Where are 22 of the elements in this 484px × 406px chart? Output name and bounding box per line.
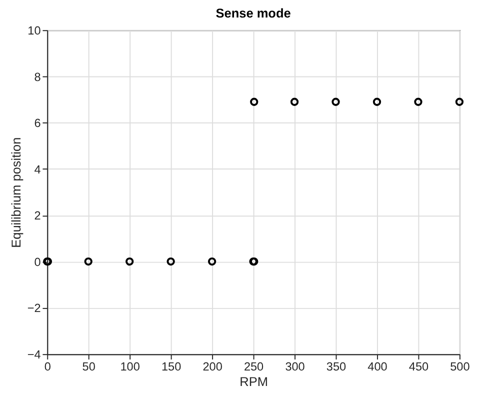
x-tick-label: 500 bbox=[450, 360, 470, 374]
x-tick-label: 150 bbox=[161, 360, 182, 374]
y-tick-label: 0 bbox=[34, 256, 42, 269]
y-axis-title: Equilibrium position bbox=[8, 137, 24, 248]
x-tick-label: 450 bbox=[408, 360, 429, 374]
x-tick-label: 400 bbox=[368, 360, 388, 374]
x-axis-title: RPM bbox=[240, 374, 268, 390]
y-tick-label: −2 bbox=[27, 302, 41, 316]
chart-title: Sense mode bbox=[216, 5, 291, 20]
x-tick-label: 50 bbox=[82, 360, 96, 374]
x-tick-label: 250 bbox=[244, 360, 264, 374]
y-tick-label: 8 bbox=[34, 70, 42, 84]
x-tick-label: 200 bbox=[202, 360, 223, 374]
x-tick-label: 350 bbox=[326, 360, 347, 374]
x-tick-label: 300 bbox=[285, 360, 306, 374]
x-tick-label: 100 bbox=[120, 360, 140, 374]
y-tick-label: −4 bbox=[27, 348, 42, 362]
x-tick-label: 0 bbox=[44, 360, 52, 374]
y-tick-label: 10 bbox=[28, 24, 42, 38]
y-tick-label: 2 bbox=[34, 210, 41, 223]
y-tick-label: 6 bbox=[34, 117, 42, 130]
y-tick-label: 4 bbox=[34, 163, 42, 176]
